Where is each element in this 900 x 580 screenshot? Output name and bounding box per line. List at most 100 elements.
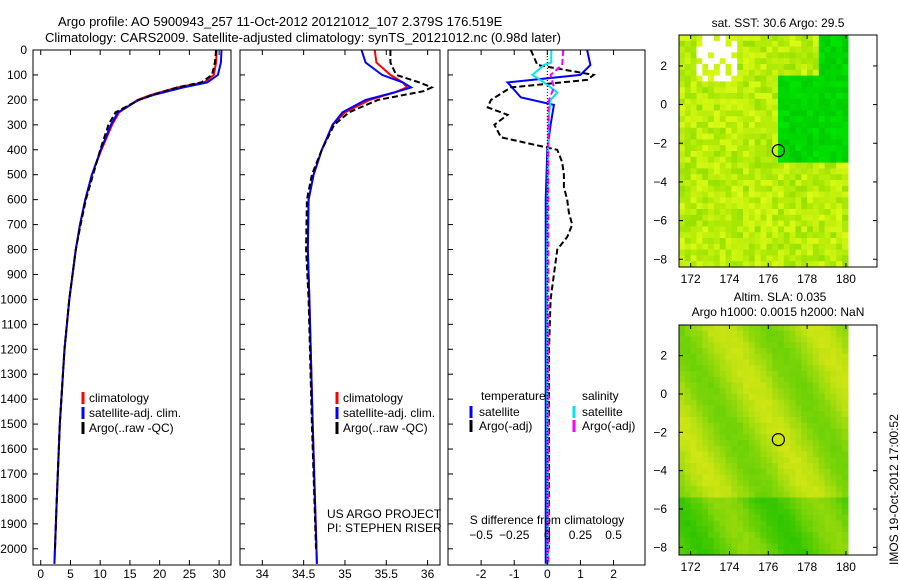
axes-frame — [239, 49, 441, 566]
map-cell — [743, 139, 750, 146]
map-cell — [684, 376, 692, 384]
map-cell — [783, 46, 791, 53]
map-cell — [778, 428, 785, 435]
map-cell — [818, 185, 826, 193]
map-cell — [783, 549, 791, 556]
map-cell — [812, 261, 820, 268]
map-cell — [783, 336, 791, 343]
map-cell — [708, 422, 715, 430]
s-tick-label: 0.5 — [605, 528, 622, 542]
map-cell — [778, 405, 785, 412]
map-cell — [696, 411, 703, 418]
map-cell — [743, 81, 750, 88]
map-cell — [818, 382, 826, 389]
map-cell — [708, 463, 715, 470]
map-cell — [725, 532, 732, 539]
map-cell — [696, 428, 703, 435]
map-cell — [713, 145, 721, 152]
map-cell — [789, 110, 796, 117]
map-cell — [731, 104, 738, 111]
map-cell — [772, 214, 779, 222]
map-cell — [702, 348, 709, 355]
map-cell — [754, 514, 762, 522]
map-cell — [818, 139, 826, 146]
map-cell — [836, 497, 843, 504]
map-cell — [812, 87, 820, 94]
map-cell — [766, 93, 773, 100]
map-cell — [807, 226, 814, 233]
map-cell — [748, 58, 756, 65]
map-cell — [772, 480, 779, 487]
map-cell — [824, 526, 831, 533]
map-cell — [778, 440, 785, 447]
map-cell — [719, 325, 727, 332]
map-cell — [679, 180, 686, 187]
map-cell — [818, 394, 826, 401]
map-cell — [818, 543, 826, 550]
map-cell — [737, 325, 744, 332]
map-cell — [766, 549, 773, 556]
map-cell — [713, 371, 721, 378]
map-cell — [818, 220, 826, 227]
map-cell — [783, 261, 791, 268]
map-cell — [737, 69, 744, 77]
map-cell — [783, 376, 791, 384]
map-cell — [766, 75, 773, 82]
map-cell — [812, 127, 820, 135]
map-cell — [690, 543, 697, 550]
map-cell — [772, 261, 779, 268]
map-cell — [684, 151, 692, 158]
map-cell — [719, 197, 727, 204]
map-cell — [766, 249, 773, 256]
map-cell — [708, 139, 715, 146]
map-cell — [789, 514, 796, 522]
map-cell — [760, 69, 767, 77]
map-cell — [801, 81, 808, 88]
map-cell — [801, 417, 808, 424]
map-cell — [743, 463, 750, 470]
legend-label: climatology — [89, 391, 149, 405]
map-cell — [760, 75, 767, 82]
map-cell — [818, 104, 826, 111]
map-cell — [772, 156, 779, 164]
map-cell — [725, 75, 732, 82]
map-cell — [842, 365, 849, 372]
map-cell — [795, 127, 802, 135]
map-cell — [795, 411, 802, 418]
map-cell — [690, 197, 697, 204]
y-tick-label: −6 — [653, 214, 667, 228]
map-cell — [807, 35, 814, 42]
map-cell — [807, 133, 814, 140]
map-cell — [679, 405, 686, 412]
map-cell — [760, 191, 767, 198]
map-cell — [824, 336, 831, 343]
x-tick-label: 1 — [577, 567, 584, 580]
map-cell — [713, 353, 721, 361]
map-cell — [743, 162, 750, 169]
map-cell — [824, 220, 831, 227]
map-cell — [748, 162, 756, 169]
map-cell — [830, 422, 837, 430]
map-cell — [737, 98, 744, 106]
map-cell — [690, 399, 697, 407]
map-cell — [818, 491, 826, 498]
map-cell — [760, 388, 767, 395]
map-cell — [801, 249, 808, 256]
map-cell — [760, 520, 767, 527]
map-cell — [842, 75, 849, 82]
map-cell — [766, 145, 773, 152]
map-cell — [743, 434, 750, 441]
map-cell — [748, 220, 756, 227]
map-cell — [766, 359, 773, 366]
map-cell — [696, 110, 703, 117]
map-cell — [737, 168, 744, 175]
map-cell — [737, 503, 744, 510]
map-cell — [836, 348, 843, 355]
map-cell — [708, 133, 715, 140]
y-tick-label: 300 — [7, 118, 27, 132]
map-cell — [743, 503, 750, 510]
map-cell — [836, 365, 843, 372]
map-cell — [748, 497, 756, 504]
map-cell — [778, 226, 785, 233]
map-cell — [836, 353, 843, 361]
